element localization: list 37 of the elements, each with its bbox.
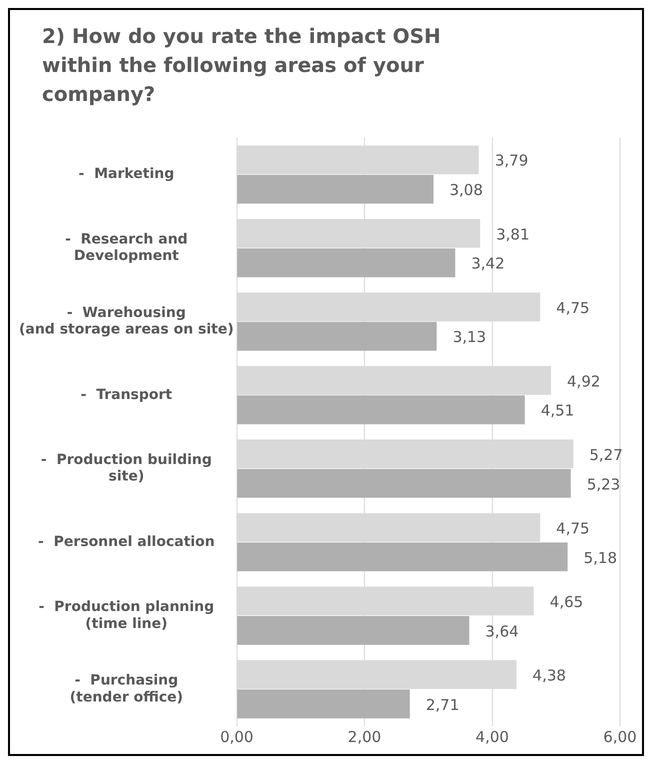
bar <box>237 174 434 204</box>
x-tick-label: 6,00 <box>603 728 637 746</box>
data-label: 2,71 <box>426 696 460 714</box>
bar <box>237 248 456 278</box>
x-tick-label: 0,00 <box>220 728 254 746</box>
data-label: 4,65 <box>550 592 584 611</box>
y-tick-label: - Warehousing (and storage areas on site) <box>18 304 234 338</box>
bar <box>237 542 568 572</box>
data-label: 3,64 <box>485 622 519 640</box>
y-tick-label: - Research and Development <box>65 231 188 264</box>
y-tick-label: - Marketing <box>78 166 174 182</box>
bar <box>237 616 470 645</box>
data-label: 4,75 <box>556 298 590 317</box>
data-label: 3,79 <box>494 152 528 170</box>
data-label: 4,75 <box>556 519 590 538</box>
chart-title: 2) How do you rate the impact OSH within the following areas of your company? <box>42 23 442 108</box>
y-tick-label: - Purchasing (tender office) <box>70 672 184 706</box>
data-label: 3,81 <box>496 225 530 244</box>
bar <box>237 690 410 718</box>
data-label: 3,08 <box>449 181 483 200</box>
data-label: 4,92 <box>567 372 600 390</box>
data-label: 3,13 <box>452 328 486 346</box>
y-tick-label: - Production building site) <box>40 452 212 485</box>
y-tick-label: - Transport <box>80 386 172 403</box>
data-label: 4,38 <box>532 666 566 684</box>
data-label: 5,23 <box>586 475 620 494</box>
data-label: 5,27 <box>589 446 623 464</box>
y-tick-label: - Personnel allocation <box>38 534 215 550</box>
x-tick-label: 2,00 <box>348 728 382 746</box>
data-label: 5,18 <box>584 548 618 567</box>
bar <box>237 468 571 498</box>
y-tick-label: - Production planning (time line) <box>38 598 214 632</box>
data-label: 4,51 <box>540 402 574 420</box>
bar <box>237 395 525 424</box>
bar <box>237 322 437 351</box>
data-label: 3,42 <box>471 254 505 273</box>
x-tick-label: 4,00 <box>476 728 509 746</box>
